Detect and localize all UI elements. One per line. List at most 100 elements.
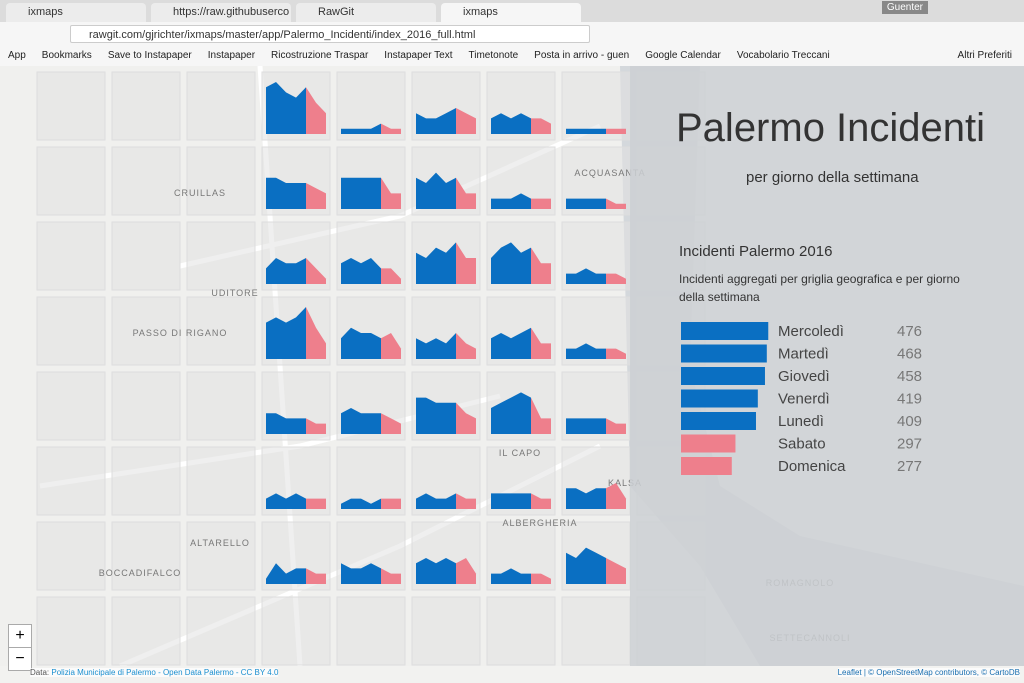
weekday-area [566,198,606,209]
legend-bar [681,457,732,475]
bookmark[interactable]: Vocabolario Treccani [736,50,830,61]
weekday-area [416,242,456,284]
map-label: KALSA [608,478,642,488]
weekday-area [416,172,456,209]
legend-label: Mercoledì [778,323,844,340]
legend-value: 409 [897,413,922,430]
weekday-area [266,413,306,434]
weekend-area [381,333,401,359]
grid-cell [186,596,256,666]
legend-bar [681,322,769,340]
weekend-area [531,493,551,509]
grid-cell [486,596,556,666]
weekend-area [606,483,626,509]
roads [39,66,602,666]
bookmark[interactable]: Timetonote [468,50,519,61]
weekend-area [531,247,551,284]
legend-value: 297 [897,436,922,453]
legend-value: 458 [897,368,922,385]
weekend-area [306,258,326,284]
weekend-area [381,568,401,584]
weekday-area [491,193,531,209]
info-panel: Palermo Incidenti per giorno della setti… [630,66,1024,666]
weekend-area [531,118,551,134]
weekday-area [341,498,381,509]
grid-cell [186,371,256,441]
map-label: CRUILLAS [174,188,226,198]
grid-cell [36,71,106,141]
weekend-area [456,333,476,359]
weekend-area [456,558,476,584]
weekend-area [306,307,326,359]
grid-cell [36,371,106,441]
bookmark[interactable]: Google Calendar [645,50,721,61]
panel-title: Palermo Incidenti [676,106,986,150]
weekend-area [381,123,401,134]
legend-label: Sabato [778,436,826,453]
legend-value: 277 [897,458,922,475]
bookmark[interactable]: App [8,50,26,61]
zoom-in[interactable]: + [8,624,32,648]
zoom-out[interactable]: − [8,647,32,671]
weekday-area [266,258,306,284]
grid-cell [111,146,181,216]
weekday-area [491,242,531,284]
grid-cell [111,296,181,366]
bookmarks-bar: App Bookmarks Save to Instapaper Instapaper… [0,46,1024,67]
user-badge[interactable]: Guenter [881,1,928,14]
weekday-area [341,258,381,284]
legend-value: 468 [897,346,922,363]
grid-cell [36,446,106,516]
weekday-area [416,493,456,509]
attribution[interactable]: Leaflet | © OpenStreetMap contributors, … [837,668,1020,677]
tab[interactable]: ixmaps [6,3,146,22]
other-bookmarks[interactable]: Altri Preferiti [957,50,1012,61]
grid-cell [36,596,106,666]
map-label: ACQUASANTA [574,168,645,178]
map-label: IL CAPO [499,448,541,458]
tab[interactable]: ixmaps [441,3,581,22]
weekend-area [531,397,551,434]
legend-bar [681,389,758,408]
weekend-area [606,198,626,209]
legend-value: 419 [897,391,922,408]
legend-label: Giovedì [778,368,830,385]
tab[interactable]: https://raw.githubuserco [151,3,291,22]
weekend-area [456,108,476,134]
legend: Mercoledì 476 Martedì 468 Giovedì 458 Venerdì 4… [681,322,922,475]
address-bar[interactable]: rawgit.com/gjrichter/ixmaps/master/app/P… [70,25,590,43]
tab[interactable]: RawGit [296,3,436,22]
weekday-area [416,108,456,134]
weekend-area [306,87,326,134]
weekend-area [606,558,626,584]
map-label: ALBERGHERIA [502,518,577,528]
bookmark[interactable]: Bookmarks [41,50,92,61]
bookmark[interactable]: Instapaper Text [384,50,453,61]
weekend-area [306,418,326,434]
grid-cell [111,596,181,666]
bookmark[interactable]: Instapaper [207,50,256,61]
map-label: PASSO DI RIGANO [133,328,228,338]
bookmark[interactable]: Ricostruzione Traspar [271,50,369,61]
data-credit: Data: Polizia Municipale di Palermo - Op… [30,668,279,677]
grid-cell [186,71,256,141]
weekday-area [266,177,306,209]
weekend-area [456,493,476,509]
map-label: BOCCADIFALCO [99,568,182,578]
grid-cell [186,146,256,216]
weekday-area [491,113,531,134]
weekday-area [491,568,531,584]
weekend-area [606,128,626,134]
bookmark[interactable]: Posta in arrivo - guen [534,50,630,61]
bookmark[interactable]: Save to Instapaper [107,50,192,61]
grid-cell [111,71,181,141]
weekday-area [566,343,606,359]
weekday-area [416,558,456,584]
weekday-area [266,493,306,509]
grid-cell [186,521,256,591]
data-source[interactable]: Polizia Municipale di Palermo - Open Dat… [51,668,279,677]
grid-cell [111,446,181,516]
weekday-area [566,128,606,134]
weekday-area [341,177,381,209]
grid-cell [336,71,406,141]
